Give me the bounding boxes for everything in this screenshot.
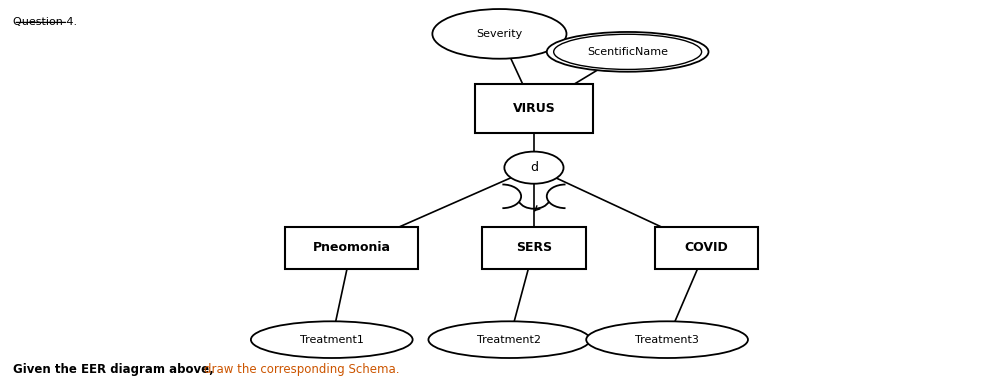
FancyBboxPatch shape (655, 227, 759, 269)
Text: Treatment2: Treatment2 (478, 335, 541, 345)
Text: Severity: Severity (477, 29, 522, 39)
Text: Question 4.: Question 4. (13, 17, 77, 27)
Ellipse shape (547, 32, 708, 72)
Text: ScentificName: ScentificName (587, 47, 669, 57)
Ellipse shape (251, 321, 412, 358)
Ellipse shape (428, 321, 590, 358)
Text: Given the EER diagram above,: Given the EER diagram above, (13, 363, 219, 376)
Text: Treatment1: Treatment1 (300, 335, 364, 345)
Text: d: d (530, 161, 538, 174)
Ellipse shape (504, 152, 564, 184)
FancyBboxPatch shape (483, 227, 585, 269)
Text: COVID: COVID (684, 241, 729, 254)
Text: Pneomonia: Pneomonia (313, 241, 391, 254)
FancyBboxPatch shape (285, 227, 418, 269)
Text: SERS: SERS (516, 241, 552, 254)
FancyBboxPatch shape (475, 84, 593, 133)
Ellipse shape (432, 9, 567, 59)
Text: VIRUS: VIRUS (512, 102, 556, 115)
Ellipse shape (586, 321, 748, 358)
Text: Treatment3: Treatment3 (635, 335, 699, 345)
Text: draw the corresponding Schema.: draw the corresponding Schema. (204, 363, 400, 376)
